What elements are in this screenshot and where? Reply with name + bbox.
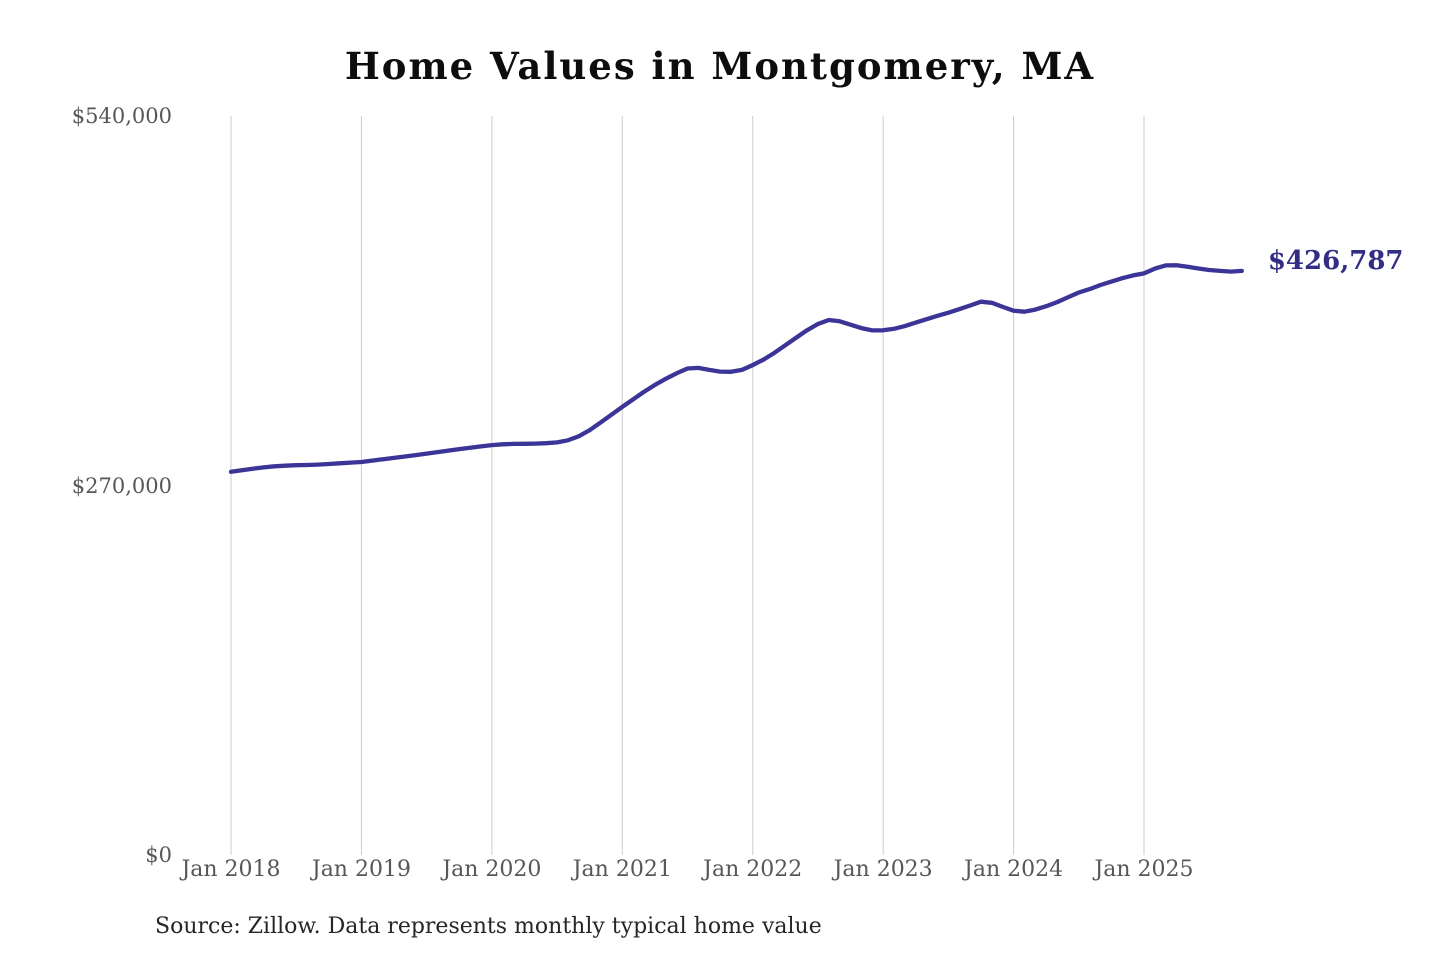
y-axis-tick-label: $0 — [145, 843, 172, 867]
y-axis-tick-label: $540,000 — [71, 104, 172, 128]
latest-value-label: $426,787 — [1267, 245, 1404, 276]
x-axis-tick-label: Jan 2021 — [572, 857, 672, 882]
x-axis-tick-label: Jan 2023 — [833, 857, 933, 882]
x-axis-tick-label: Jan 2024 — [964, 857, 1064, 882]
y-axis-tick-label: $270,000 — [71, 473, 172, 498]
home-value-line-series — [228, 263, 1244, 474]
x-axis-tick-label: Jan 2025 — [1094, 857, 1194, 882]
source-note: Source: Zillow. Data represents monthly … — [155, 914, 822, 939]
chart-title: Home Values in Montgomery, MA — [344, 44, 1096, 88]
x-axis-tick-label: Jan 2022 — [703, 857, 803, 882]
x-axis-tick-label: Jan 2019 — [311, 857, 411, 882]
x-axis-tick-label: Jan 2018 — [181, 857, 281, 882]
x-axis-tick-label: Jan 2020 — [442, 857, 542, 882]
